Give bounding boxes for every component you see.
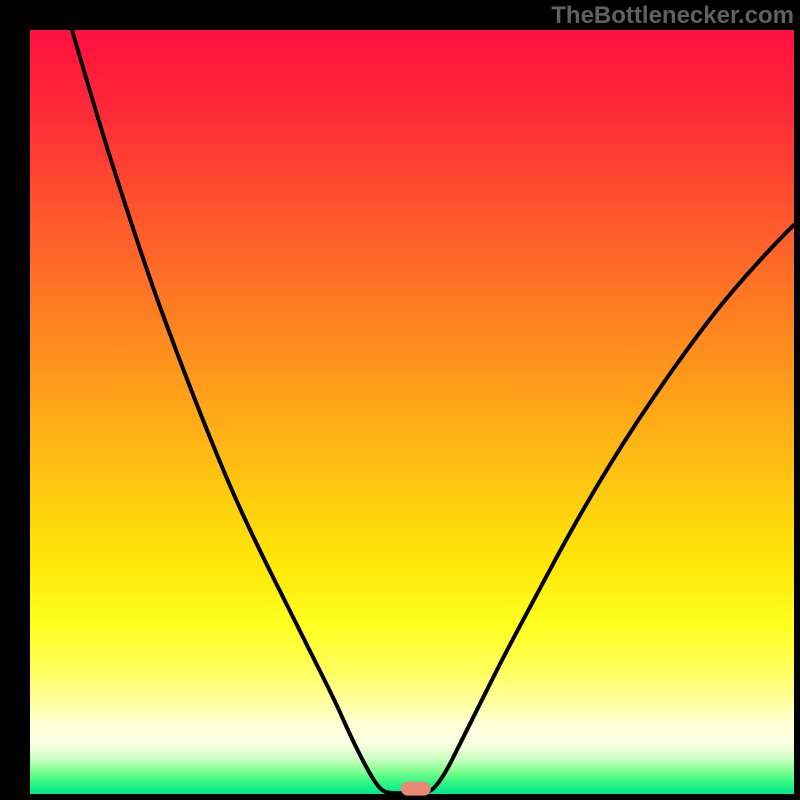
plot-area [30,30,794,794]
optimal-marker [401,782,431,796]
bottleneck-chart: TheBottlenecker.com [0,0,800,800]
chart-canvas [0,0,800,800]
watermark-label: TheBottlenecker.com [551,2,794,30]
